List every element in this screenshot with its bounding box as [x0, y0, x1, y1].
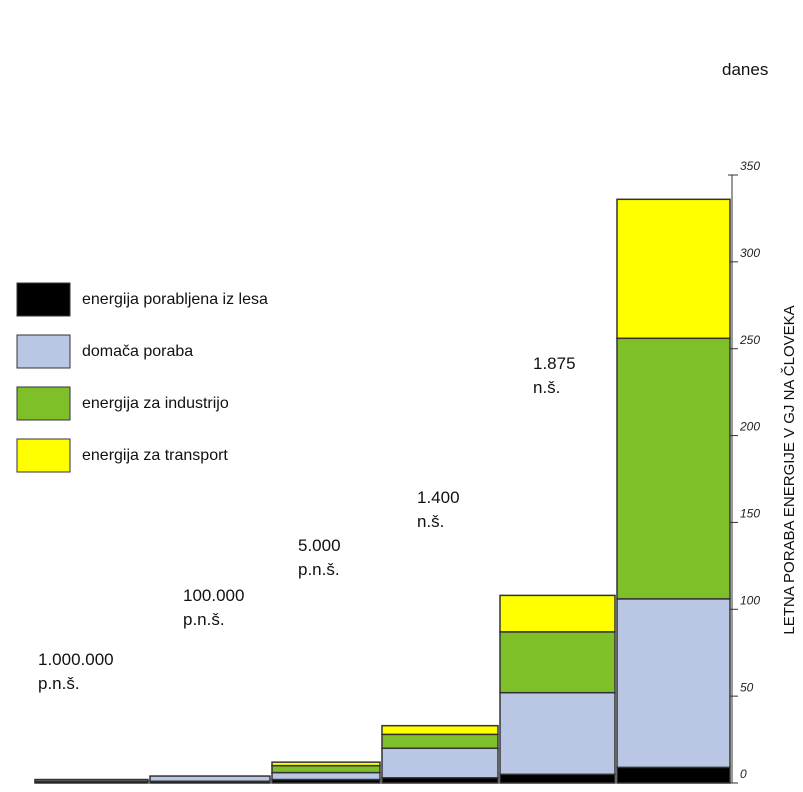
- bar-segment: [500, 774, 615, 783]
- era-label: danes: [722, 58, 802, 82]
- bar-segment: [35, 780, 148, 782]
- bar-segment: [150, 776, 270, 781]
- y-tick-label: 300: [740, 246, 760, 260]
- y-axis-title: LETNA PORABA ENERGIJE V GJ NA ČLOVEKA: [781, 305, 798, 634]
- y-tick-label: 250: [739, 333, 760, 347]
- era-label: 100.000 p.n.š.: [183, 584, 273, 632]
- y-tick-label: 0: [740, 767, 747, 781]
- legend-label: domača poraba: [82, 343, 193, 360]
- y-tick-label: 200: [739, 420, 760, 434]
- bar-segment: [500, 595, 615, 631]
- bar-segment: [617, 599, 730, 768]
- bar-segment: [500, 632, 615, 693]
- legend-swatch: [17, 439, 70, 472]
- y-tick-label: 50: [740, 680, 754, 694]
- bar-segment: [617, 338, 730, 599]
- era-label: 1.400 n.š.: [417, 486, 477, 534]
- legend-label: energija za industrijo: [82, 395, 229, 412]
- y-tick-label: 350: [740, 159, 760, 173]
- legend-swatch: [17, 283, 70, 316]
- bar-segment: [272, 766, 380, 773]
- chart: LETNA PORABA ENERGIJE V GJ NA ČLOVEKA 0 5…: [0, 0, 803, 792]
- bar-segment: [617, 199, 730, 338]
- bar-segment: [617, 767, 730, 783]
- bar-segment: [382, 748, 498, 778]
- legend-label: energija porabljena iz lesa: [82, 291, 268, 308]
- legend-swatch: [17, 335, 70, 368]
- bar-segment: [382, 726, 498, 735]
- era-label: 1.875 n.š.: [533, 352, 593, 400]
- bar-segment: [272, 773, 380, 780]
- legend-swatch: [17, 387, 70, 420]
- era-label: 1.000.000 p.n.š.: [38, 648, 128, 696]
- era-label: 5.000 p.n.š.: [298, 534, 368, 582]
- bar-segment: [272, 762, 380, 765]
- bar-segment: [382, 778, 498, 783]
- legend-label: energija za transport: [82, 447, 228, 464]
- bar-segment: [382, 734, 498, 748]
- y-tick-label: 150: [740, 507, 760, 521]
- bar-segment: [500, 693, 615, 775]
- y-tick-label: 100: [740, 593, 760, 607]
